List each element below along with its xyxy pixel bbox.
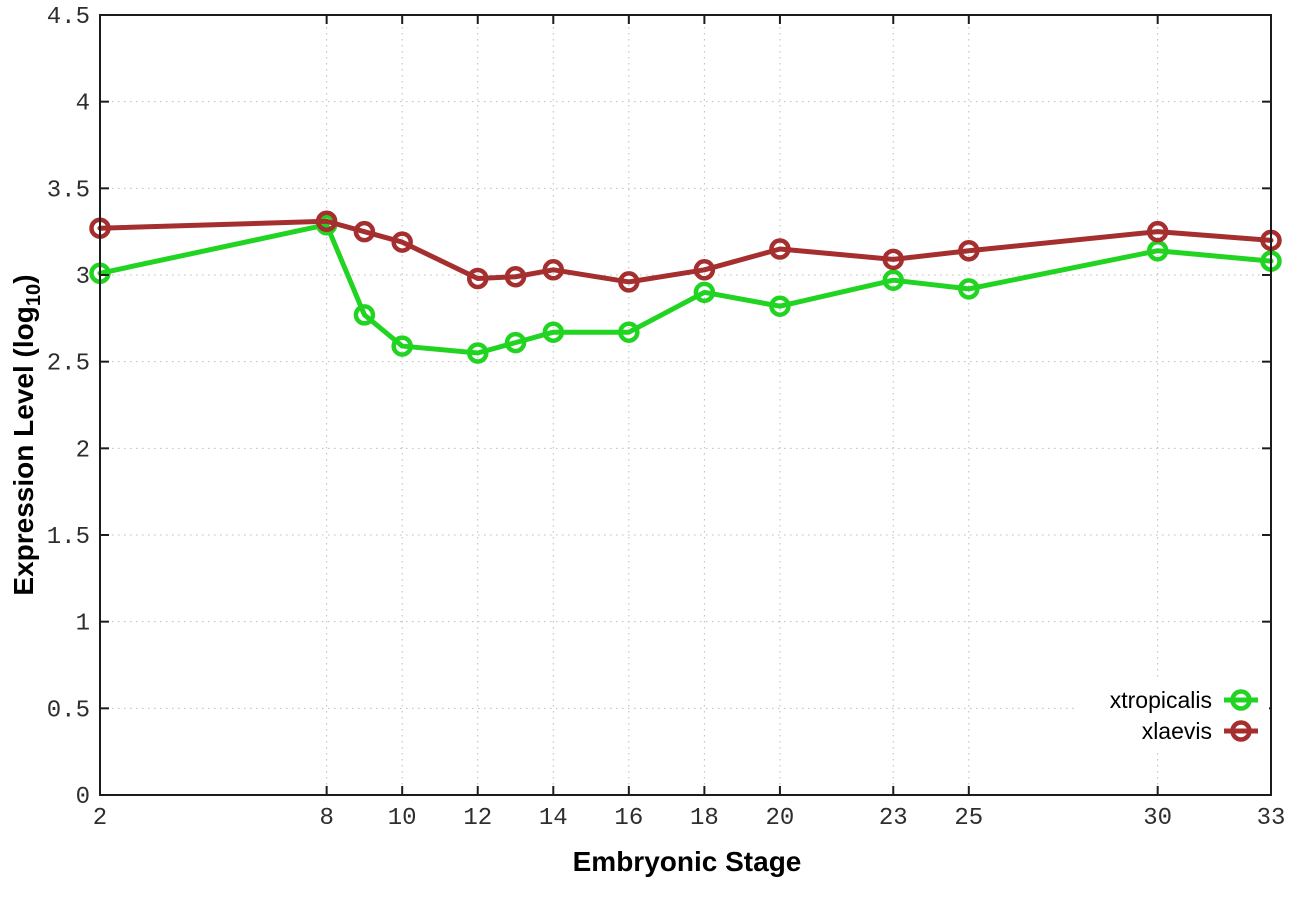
marker-xlaevis bbox=[466, 267, 489, 290]
y-tick-label: 1.5 bbox=[47, 524, 90, 551]
x-tick-label: 20 bbox=[766, 805, 795, 832]
marker-xlaevis bbox=[542, 259, 565, 281]
marker-xtropicalis bbox=[353, 304, 376, 326]
marker-xlaevis bbox=[353, 220, 376, 243]
legend: xtropicalis xlaevis bbox=[1076, 681, 1269, 753]
x-tick-label: 33 bbox=[1257, 805, 1286, 832]
y-tick-label: 2 bbox=[76, 437, 90, 464]
marker-xtropicalis bbox=[693, 281, 716, 304]
y-tick-label: 2.5 bbox=[47, 351, 90, 378]
y-axis-title: Expression Level (log10) bbox=[8, 274, 46, 595]
x-tick-label: 16 bbox=[614, 805, 643, 832]
y-tick-label: 0 bbox=[76, 784, 90, 811]
marker-xlaevis bbox=[504, 265, 527, 288]
grid-layer bbox=[100, 15, 1271, 795]
legend-marker-xtropicalis bbox=[1230, 689, 1252, 711]
y-axis-title-subscript: 10 bbox=[22, 283, 45, 307]
marker-xtropicalis bbox=[391, 335, 413, 357]
marker-xlaevis bbox=[882, 248, 905, 271]
marker-xtropicalis bbox=[769, 295, 791, 317]
marker-xlaevis bbox=[391, 231, 413, 253]
legend-marker-xlaevis bbox=[1230, 720, 1252, 742]
marker-xlaevis bbox=[315, 210, 338, 233]
marker-xlaevis bbox=[1146, 220, 1169, 243]
marker-xlaevis bbox=[693, 259, 716, 281]
marker-xlaevis bbox=[618, 271, 640, 293]
series-layer bbox=[89, 210, 1282, 364]
axis-layer: 2 8 10 12 14 16 18 20 23 25 30 33 0 0.5 1 1.5 2 2.5 3 3.5 4 4… bbox=[47, 4, 1286, 832]
x-tick-label: 30 bbox=[1143, 805, 1172, 832]
marker-xtropicalis bbox=[504, 331, 527, 354]
y-tick-label: 1 bbox=[76, 611, 90, 638]
x-tick-label: 18 bbox=[690, 805, 719, 832]
x-tick-label: 25 bbox=[954, 805, 983, 832]
marker-xlaevis bbox=[769, 238, 791, 260]
series-line-xlaevis bbox=[97, 218, 1274, 285]
x-tick-label: 23 bbox=[879, 805, 908, 832]
plot-border bbox=[99, 14, 1272, 796]
y-tick-label: 4.5 bbox=[47, 4, 90, 31]
x-axis-title: Embryonic Stage bbox=[572, 846, 802, 877]
x-tick-label: 10 bbox=[388, 805, 417, 832]
y-tick-label: 3 bbox=[76, 264, 90, 291]
marker-xlaevis bbox=[958, 239, 980, 262]
x-tick-label: 8 bbox=[319, 805, 333, 832]
marker-xtropicalis bbox=[466, 342, 489, 364]
series-line-xtropicalis bbox=[97, 222, 1274, 356]
legend-label-xtropicalis: xtropicalis bbox=[1110, 687, 1212, 713]
x-tick-label: 12 bbox=[463, 805, 492, 832]
y-tick-label: 4 bbox=[76, 91, 90, 118]
y-tick-label: 3.5 bbox=[47, 177, 90, 204]
marker-xtropicalis bbox=[618, 321, 640, 343]
y-axis-title-text: Expression Level (log bbox=[8, 306, 40, 596]
marker-xtropicalis bbox=[958, 278, 980, 300]
marker-xtropicalis bbox=[882, 269, 905, 291]
y-axis-title-close: ) bbox=[8, 274, 40, 284]
x-tick-label: 14 bbox=[539, 805, 568, 832]
marker-xtropicalis bbox=[542, 321, 565, 343]
x-tick-label: 2 bbox=[93, 805, 107, 832]
y-tick-label: 0.5 bbox=[47, 697, 90, 724]
legend-label-xlaevis: xlaevis bbox=[1142, 718, 1212, 744]
